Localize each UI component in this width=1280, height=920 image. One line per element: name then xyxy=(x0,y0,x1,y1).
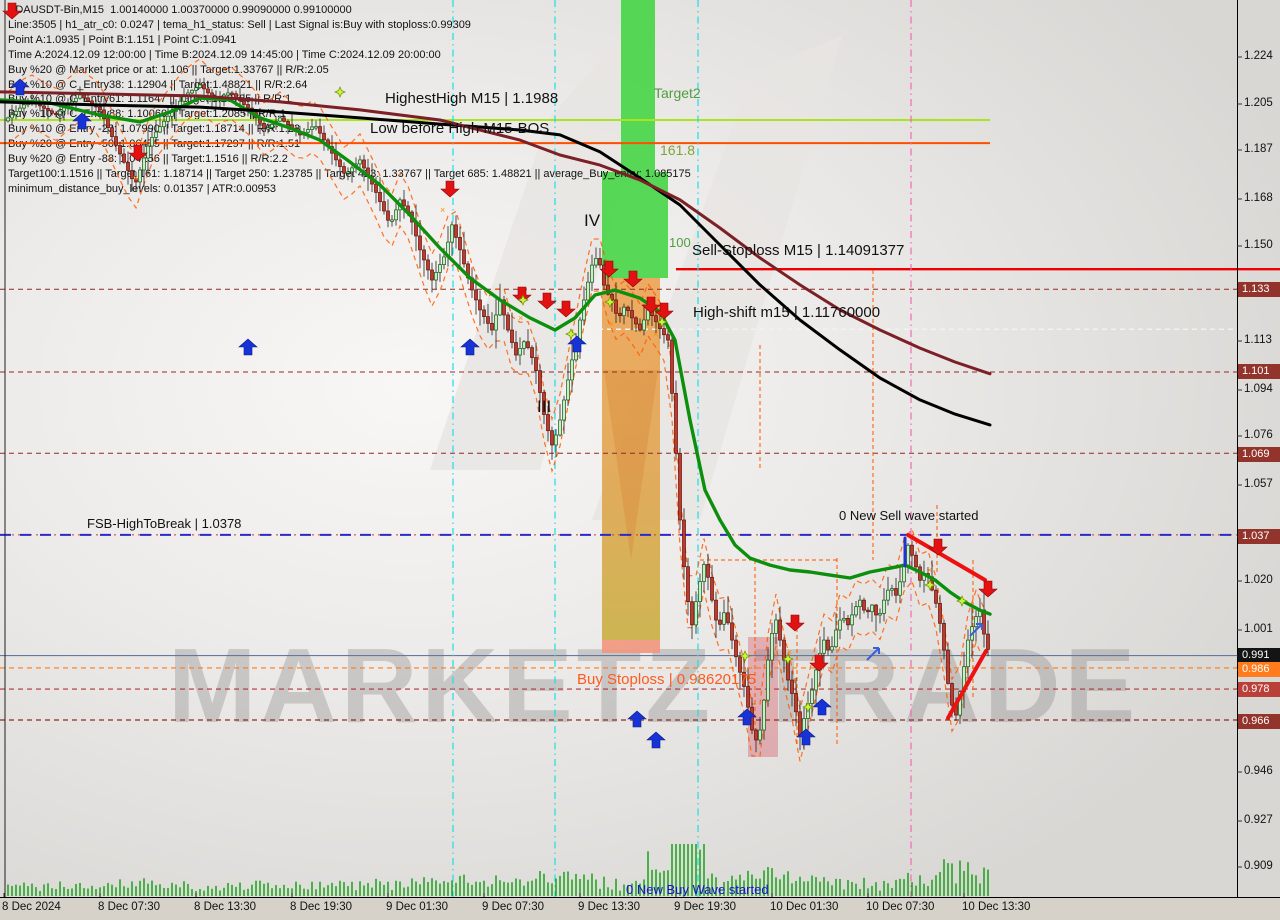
price-axis-label: 1.001 xyxy=(1244,623,1273,635)
price-axis-label: 1.057 xyxy=(1244,478,1273,490)
buy-stoploss-label[interactable]: Buy Stoploss | 0.98620175 xyxy=(577,671,757,688)
price-axis-badge: 1.069 xyxy=(1238,447,1280,462)
fib-100-label[interactable]: 100 xyxy=(669,235,691,250)
highlight-zones xyxy=(602,0,778,757)
svg-text:×: × xyxy=(518,313,523,323)
info-line: Buy %20 @ Market price or at: 1.106 || T… xyxy=(8,63,329,76)
wave-iii-label[interactable]: III xyxy=(537,397,552,416)
price-axis-badge: 0.986 xyxy=(1238,662,1280,677)
low-before-high-label[interactable]: Low before High M15-BOS xyxy=(370,120,550,137)
time-axis-strip xyxy=(0,898,1280,920)
info-line: Time A:2024.12.09 12:00:00 | Time B:2024… xyxy=(8,48,441,61)
time-axis-label: 8 Dec 07:30 xyxy=(98,901,161,913)
price-axis-badge: 0.966 xyxy=(1238,714,1280,729)
entry-zone-foot xyxy=(602,640,660,653)
horizontal-vertical-lines xyxy=(0,0,1280,897)
signal-markers: × × × × × × × xyxy=(2,2,998,749)
black-ma xyxy=(0,100,992,427)
time-axis-label: 9 Dec 07:30 xyxy=(482,901,545,913)
price-axis-badge: 0.991 xyxy=(1238,648,1280,663)
time-axis-label: 9 Dec 01:30 xyxy=(386,901,449,913)
price-axis-badge: 1.101 xyxy=(1238,364,1280,379)
green-tema xyxy=(0,96,992,616)
svg-text:×: × xyxy=(133,173,138,183)
price-axis-label: 1.076 xyxy=(1244,429,1273,441)
info-line: Point A:1.0935 | Point B:1.151 | Point C… xyxy=(8,33,237,46)
wave-iv-label[interactable]: IV xyxy=(584,211,601,230)
info-line: Buy %20 @ Entry -88: 1.04256 || Target:1… xyxy=(8,153,288,166)
time-axis-label: 10 Dec 07:30 xyxy=(866,901,935,913)
highest-high-label[interactable]: HighestHigh M15 | 1.1988 xyxy=(385,90,559,107)
price-axis-label: 1.224 xyxy=(1244,50,1273,62)
price-axis-badge: 1.133 xyxy=(1238,282,1280,297)
price-axis-label: 1.020 xyxy=(1244,574,1273,586)
time-axis-label: 8 Dec 13:30 xyxy=(194,901,257,913)
price-axis-label: 0.946 xyxy=(1244,765,1273,777)
price-axis-label: 1.113 xyxy=(1244,334,1272,346)
info-line: minimum_distance_buy_levels: 0.01357 | A… xyxy=(8,182,277,195)
svg-text:×: × xyxy=(787,647,792,657)
svg-text:×: × xyxy=(609,319,614,329)
volume-bars xyxy=(7,844,989,896)
fsb-high-to-break-label[interactable]: FSB-HighToBreak | 1.0378 xyxy=(87,516,242,531)
candles xyxy=(6,77,990,753)
price-axis-label: 1.150 xyxy=(1244,239,1273,251)
axis-frame xyxy=(0,0,1280,898)
target2-label[interactable]: Target2 xyxy=(654,85,701,101)
svg-text:×: × xyxy=(440,205,445,215)
price-axis-label: 1.187 xyxy=(1244,143,1273,155)
high-shift-label[interactable]: High-shift m15 | 1.11760000 xyxy=(693,304,881,321)
info-line: Target100:1.1516 || Target 161: 1.18714 … xyxy=(8,167,691,180)
time-axis-label: 9 Dec 13:30 xyxy=(578,901,641,913)
svg-text:×: × xyxy=(927,565,932,575)
price-axis-badge: 1.037 xyxy=(1238,529,1280,544)
time-axis-label: 10 Dec 01:30 xyxy=(770,901,839,913)
new-buy-wave-label[interactable]: 0 New Buy Wave started xyxy=(626,882,769,897)
time-axis-label: 10 Dec 13:30 xyxy=(962,901,1031,913)
trend-lines[interactable] xyxy=(903,533,988,720)
time-axis-label: 8 Dec 2024 xyxy=(2,901,61,913)
info-line: Line:3505 | h1_atr_c0: 0.0247 | tema_h1_… xyxy=(8,18,471,31)
time-axis-label: 9 Dec 19:30 xyxy=(674,901,737,913)
expert-comment-block: ADAUSDT-Bin,M15 1.00140000 1.00370000 0.… xyxy=(8,3,691,197)
fib-161-label[interactable]: 161.8 xyxy=(660,142,696,158)
svg-text:×: × xyxy=(653,329,658,339)
price-axis-label: 0.927 xyxy=(1244,814,1273,826)
price-axis-label: 1.205 xyxy=(1244,97,1273,109)
price-axis-label: 1.094 xyxy=(1244,383,1273,395)
sell-stoploss-label[interactable]: Sell-Stoploss M15 | 1.14091377 xyxy=(692,242,905,259)
price-axis-label: 0.909 xyxy=(1244,860,1273,872)
time-axis-label: 8 Dec 19:30 xyxy=(290,901,353,913)
background-logo-chevron xyxy=(430,28,668,470)
price-axis-label: 1.168 xyxy=(1244,192,1273,204)
maroon-ma xyxy=(0,90,992,376)
info-line: ADAUSDT-Bin,M15 1.00140000 1.00370000 0.… xyxy=(8,4,352,16)
moving-averages xyxy=(0,90,992,616)
price-axis-badge: 0.978 xyxy=(1238,682,1280,697)
new-sell-wave-label[interactable]: 0 New Sell wave started xyxy=(839,508,979,523)
